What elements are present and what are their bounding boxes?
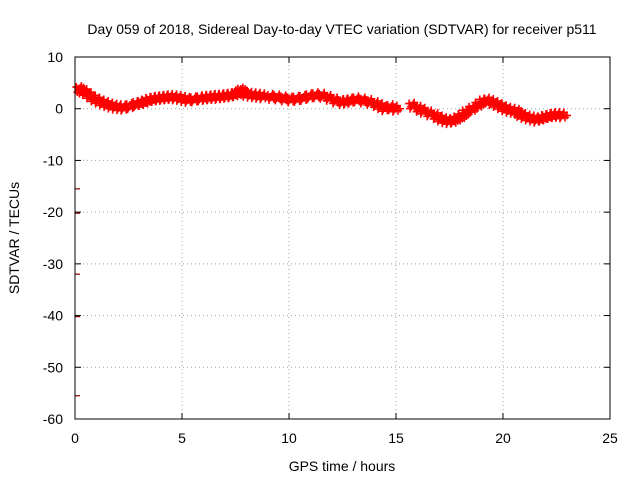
y-tick-label: -50 (43, 359, 63, 375)
axis-tick-labels: 0 5 10 15 20 25 10 0 -10 -20 -30 -40 -50 -60 (43, 49, 618, 446)
y-tick-label: -40 (43, 308, 63, 324)
y-tick-label: -60 (43, 411, 63, 427)
x-tick-label: 10 (281, 430, 297, 446)
data-point (388, 101, 404, 116)
x-tick-label: 15 (388, 430, 404, 446)
data-point (554, 108, 571, 123)
y-tick-label: -30 (43, 256, 63, 272)
chart-title: Day 059 of 2018, Sidereal Day-to-day VTE… (87, 21, 596, 37)
x-axis-label: GPS time / hours (289, 458, 396, 474)
x-tick-label: 5 (178, 430, 186, 446)
grid-lines (75, 57, 610, 419)
data-points-layer (72, 82, 571, 397)
y-tick-label: 10 (47, 49, 63, 65)
x-tick-label: 20 (495, 430, 511, 446)
y-tick-label: -10 (43, 152, 63, 168)
x-tick-label: 25 (602, 430, 618, 446)
y-axis-label: SDTVAR / TECUs (6, 182, 22, 294)
y-tick-label: 0 (55, 101, 63, 117)
y-tick-label: -20 (43, 204, 63, 220)
series-outliers (75, 188, 80, 397)
series-sdtvar (72, 82, 571, 129)
axis-ticks (74, 56, 611, 420)
plot-frame (74, 56, 611, 420)
x-tick-label: 0 (71, 430, 79, 446)
